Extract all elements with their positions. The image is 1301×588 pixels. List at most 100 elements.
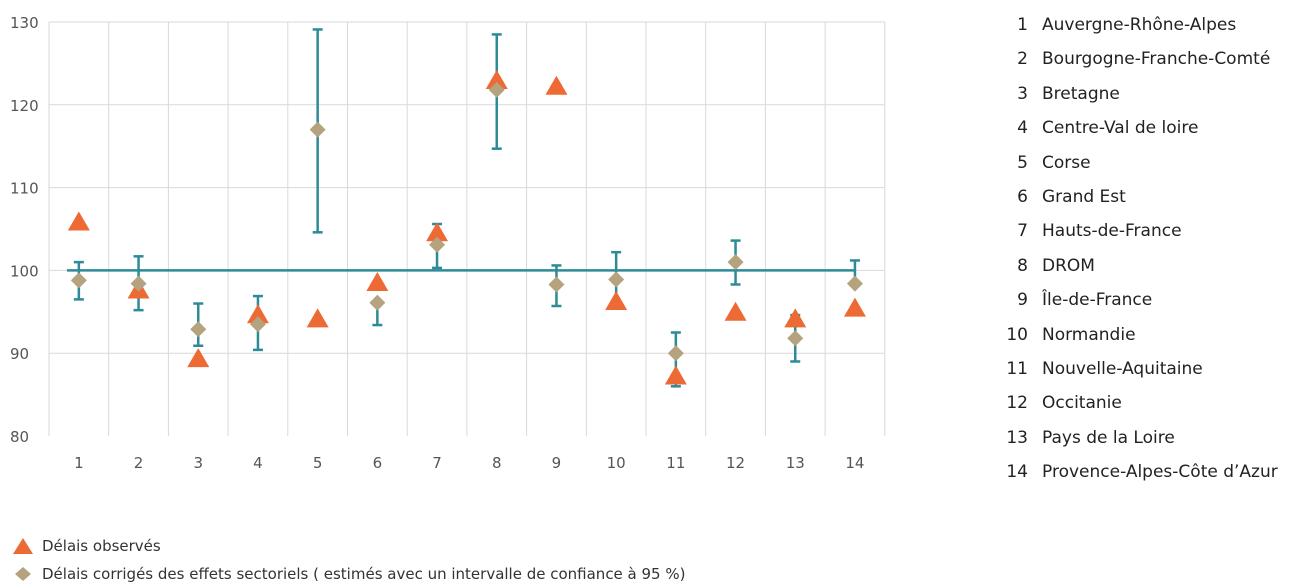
x-tick-label: 12 bbox=[726, 454, 745, 472]
region-number: 4 bbox=[1017, 118, 1028, 139]
observed-point bbox=[426, 222, 449, 242]
region-number: 12 bbox=[1006, 393, 1028, 414]
x-tick-label: 14 bbox=[845, 454, 864, 472]
region-number: 1 bbox=[1017, 15, 1028, 35]
region-number: 6 bbox=[1017, 186, 1028, 207]
region-number: 14 bbox=[1006, 462, 1028, 483]
y-tick-label: 90 bbox=[10, 345, 29, 363]
region-number: 11 bbox=[1006, 358, 1028, 379]
region-name: Occitanie bbox=[1042, 393, 1122, 414]
region-number: 8 bbox=[1017, 255, 1028, 276]
x-tick-label: 5 bbox=[313, 454, 323, 472]
corrected-point bbox=[190, 321, 207, 338]
region-name: Grand Est bbox=[1042, 186, 1126, 207]
region-item: 9 Île-de-France bbox=[1000, 283, 1278, 317]
corrected-point bbox=[608, 271, 625, 288]
corrected-point bbox=[488, 81, 505, 98]
observed-point bbox=[724, 301, 747, 321]
region-item: 1 Auvergne-Rhône-Alpes bbox=[1000, 8, 1278, 42]
observed-point bbox=[67, 211, 90, 231]
region-number: 10 bbox=[1006, 324, 1028, 345]
y-axis-ticks: 80 90 100 110 120 130 bbox=[10, 14, 39, 446]
observed-point bbox=[187, 348, 210, 368]
corrected-point bbox=[667, 345, 684, 362]
region-item: 4 Centre-Val de loire bbox=[1000, 111, 1278, 145]
region-name: Normandie bbox=[1042, 324, 1136, 345]
region-item: 13 Pays de la Loire bbox=[1000, 421, 1278, 455]
observed-point bbox=[246, 304, 269, 324]
region-item: 3 Bretagne bbox=[1000, 77, 1278, 111]
observed-point bbox=[485, 69, 508, 89]
x-tick-label: 7 bbox=[432, 454, 442, 472]
region-item: 10 Normandie bbox=[1000, 318, 1278, 352]
y-tick-label: 100 bbox=[10, 262, 39, 280]
x-tick-label: 8 bbox=[492, 454, 502, 472]
corrected-point bbox=[787, 330, 804, 347]
region-number: 9 bbox=[1017, 290, 1028, 311]
observed-point bbox=[306, 308, 329, 328]
x-axis-ticks: 1 2 3 4 5 6 7 8 9 10 11 12 13 14 bbox=[74, 454, 864, 472]
region-name: Nouvelle-Aquitaine bbox=[1042, 358, 1203, 379]
corrected-point bbox=[309, 121, 326, 138]
region-item: 11 Nouvelle-Aquitaine bbox=[1000, 352, 1278, 386]
x-tick-label: 3 bbox=[193, 454, 203, 472]
y-tick-label: 110 bbox=[10, 180, 39, 198]
region-name: Île-de-France bbox=[1042, 290, 1153, 311]
observed-point bbox=[843, 297, 866, 317]
legend: Délais observés Délais corrigés des effe… bbox=[12, 532, 685, 588]
corrected-point bbox=[548, 276, 565, 293]
triangle-icon bbox=[13, 538, 33, 554]
region-item: 12 Occitanie bbox=[1000, 386, 1278, 420]
region-item: 5 Corse bbox=[1000, 146, 1278, 180]
region-item: 2 Bourgogne-Franche-Comté bbox=[1000, 42, 1278, 76]
x-tick-label: 13 bbox=[786, 454, 805, 472]
y-tick-label: 130 bbox=[10, 14, 39, 32]
region-item: 6 Grand Est bbox=[1000, 180, 1278, 214]
region-number: 13 bbox=[1006, 427, 1028, 448]
region-name: Auvergne-Rhône-Alpes bbox=[1042, 15, 1237, 35]
observed-point bbox=[545, 75, 568, 95]
corrected-series bbox=[70, 81, 863, 362]
region-number: 2 bbox=[1017, 49, 1028, 70]
corrected-point bbox=[369, 294, 386, 311]
corrected-point bbox=[130, 275, 147, 292]
observed-point bbox=[784, 308, 807, 328]
region-name: Hauts-de-France bbox=[1042, 221, 1182, 242]
observed-point bbox=[664, 365, 687, 385]
x-tick-label: 9 bbox=[552, 454, 562, 472]
observed-series bbox=[67, 69, 866, 385]
region-name: Pays de la Loire bbox=[1042, 427, 1175, 448]
region-list: 1 Auvergne-Rhône-Alpes 2 Bourgogne-Franche… bbox=[1000, 8, 1278, 489]
y-tick-label: 80 bbox=[10, 428, 29, 446]
corrected-point bbox=[846, 275, 863, 292]
region-item: 8 DROM bbox=[1000, 249, 1278, 283]
x-tick-label: 11 bbox=[666, 454, 685, 472]
grid-lines bbox=[48, 21, 886, 436]
observed-point bbox=[605, 291, 628, 311]
x-tick-label: 6 bbox=[373, 454, 383, 472]
corrected-point bbox=[249, 316, 266, 333]
region-name: Bretagne bbox=[1042, 83, 1120, 104]
region-item: 7 Hauts-de-France bbox=[1000, 214, 1278, 248]
region-name: DROM bbox=[1042, 255, 1095, 276]
region-name: Centre-Val de loire bbox=[1042, 118, 1199, 139]
legend-item-observed: Délais observés bbox=[12, 532, 685, 560]
legend-item-corrected: Délais corrigés des effets sectoriels ( … bbox=[12, 560, 685, 588]
x-tick-label: 2 bbox=[134, 454, 144, 472]
region-number: 3 bbox=[1017, 83, 1028, 104]
y-tick-label: 120 bbox=[10, 97, 39, 115]
corrected-point bbox=[70, 272, 87, 289]
region-name: Corse bbox=[1042, 152, 1091, 173]
x-tick-label: 4 bbox=[253, 454, 263, 472]
corrected-point bbox=[727, 254, 744, 271]
corrected-point bbox=[429, 236, 446, 253]
region-number: 5 bbox=[1017, 152, 1028, 173]
x-tick-label: 1 bbox=[74, 454, 84, 472]
diamond-icon bbox=[15, 567, 31, 581]
region-name: Provence-Alpes-Côte d’Azur bbox=[1042, 462, 1278, 483]
region-item: 14 Provence-Alpes-Côte d’Azur bbox=[1000, 455, 1278, 489]
region-name: Bourgogne-Franche-Comté bbox=[1042, 49, 1271, 70]
legend-label-corrected: Délais corrigés des effets sectoriels ( … bbox=[42, 565, 686, 583]
region-number: 7 bbox=[1017, 221, 1028, 242]
